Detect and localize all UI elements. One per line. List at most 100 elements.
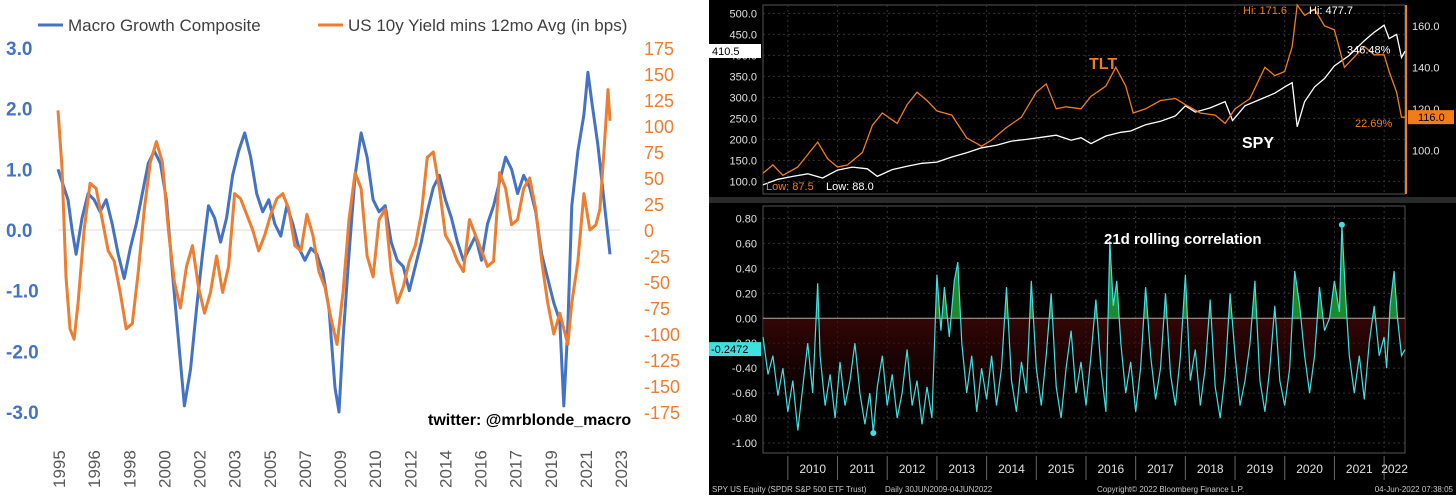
corr-last-tag <box>709 342 761 357</box>
x-tick: 2010 <box>366 450 385 488</box>
x-tick: 2007 <box>296 450 315 488</box>
correlation-line <box>762 224 1406 434</box>
y-left-tick: 3.0 <box>6 39 32 60</box>
panel-separator <box>709 197 1456 203</box>
y-right-tick: -150 <box>644 377 680 397</box>
x-tick: 2002 <box>191 450 210 488</box>
tlt-last-tag <box>1408 110 1454 125</box>
x-label: 2014 <box>998 462 1025 476</box>
x-label: 2017 <box>1147 462 1174 476</box>
spy-tlt-bloomberg-chart: 500.0450.0400.0350.0300.0250.0200.0150.0… <box>709 0 1456 495</box>
y-right-tick: 150 <box>644 65 674 85</box>
x-label: 2022 <box>1381 462 1408 476</box>
x-tick: 2023 <box>612 450 631 488</box>
bottom-tick: 0.60 <box>736 238 757 250</box>
x-tick: 2003 <box>226 450 245 488</box>
x-tick: 2017 <box>507 450 526 488</box>
y-right-tick: 175 <box>644 39 674 59</box>
x-tick: 2021 <box>577 450 596 488</box>
bottom-tick: -0.40 <box>732 363 757 375</box>
tlt-hi-label: Hi: 171.6 <box>1243 5 1287 17</box>
tlt-last-value: 116.0 <box>1418 112 1445 124</box>
x-tick: 2005 <box>261 450 280 488</box>
x-tick: 1996 <box>85 450 104 488</box>
y-right-tick: 100 <box>644 117 674 137</box>
bottom-tick: -0.60 <box>732 388 757 400</box>
y-right-tick: 0 <box>644 221 654 241</box>
x-axis-band <box>709 456 1456 482</box>
legend-label: US 10y Yield mins 12mo Avg (in bps) <box>348 16 627 35</box>
x-label: 2019 <box>1247 462 1274 476</box>
y-left-tick: -2.0 <box>6 342 39 363</box>
legend-label: Macro Growth Composite <box>68 16 261 35</box>
macro-vs-yield-chart: Macro Growth Composite US 10y Yield mins … <box>0 0 705 495</box>
top-left-tick: 250.0 <box>729 113 757 125</box>
top-left-tick: 150.0 <box>729 155 757 167</box>
y-right-tick: -125 <box>644 351 680 371</box>
spy-pct-label: 346.48% <box>1347 44 1391 56</box>
y-left-tick: 2.0 <box>6 100 32 121</box>
bottom-tick: -0.80 <box>732 413 757 425</box>
x-label: 2018 <box>1197 462 1224 476</box>
x-tick: 2019 <box>542 450 561 488</box>
top-plot-frame <box>762 4 1406 195</box>
x-tick: 1995 <box>50 450 69 488</box>
y-right-tick: -75 <box>644 299 670 319</box>
macro-vs-yield-svg: Macro Growth Composite US 10y Yield mins … <box>6 16 680 488</box>
negative-area <box>763 318 1405 433</box>
bottom-tick: 0.20 <box>736 288 757 300</box>
bottom-tick: 0.80 <box>736 213 757 225</box>
x-tick: 2000 <box>155 450 174 488</box>
spy-line <box>762 24 1406 186</box>
x-label: 2012 <box>899 462 926 476</box>
y-left-tick: -3.0 <box>6 403 39 424</box>
y-right-tick: -25 <box>644 247 670 267</box>
x-tick: 2016 <box>472 450 491 488</box>
top-right-tick: 140.0 <box>1412 62 1440 74</box>
bottom-tick: 0.00 <box>736 313 757 325</box>
y-left-tick: 1.0 <box>6 160 32 181</box>
tlt-annotation: TLT <box>1089 56 1117 73</box>
x-label: 2011 <box>849 462 875 476</box>
tlt-low-label: Low: 87.5 <box>766 181 814 193</box>
x-label: 2020 <box>1296 462 1323 476</box>
top-left-tick: 350.0 <box>729 71 757 83</box>
top-right-tick: 160.0 <box>1412 21 1440 33</box>
corr-min-marker <box>870 430 877 437</box>
bottom-tick: 0.40 <box>736 263 757 275</box>
y-right-tick: 75 <box>644 143 664 163</box>
top-right-tick: 100.0 <box>1412 145 1440 157</box>
footer-period: Daily 30JUN2009-04JUN2022 <box>885 485 993 494</box>
x-tick: 2014 <box>436 450 455 488</box>
top-left-tick: 100.0 <box>729 176 757 188</box>
spy-hi-label: Hi: 477.7 <box>1309 5 1353 17</box>
top-left-tick: 450.0 <box>729 29 757 41</box>
yield-line <box>56 88 612 346</box>
spy-annotation: SPY <box>1242 135 1274 152</box>
spy-last-value: 410.5 <box>712 46 740 58</box>
correlation-annotation: 21d rolling correlation <box>1104 231 1262 248</box>
spy-tlt-svg: 500.0450.0400.0350.0300.0250.0200.0150.0… <box>709 3 1456 495</box>
footer-bar <box>709 482 1456 495</box>
x-tick: 1998 <box>120 450 139 488</box>
footer-copyright: Copyright© 2022 Bloomberg Finance L.P. <box>1097 485 1244 494</box>
top-left-tick: 500.0 <box>729 8 757 20</box>
x-label: 2021 <box>1346 462 1373 476</box>
top-left-tick: 200.0 <box>729 134 757 146</box>
corr-max-marker <box>1338 221 1345 228</box>
bottom-tick: -1.00 <box>732 438 757 450</box>
spy-last-tag <box>709 43 761 58</box>
x-label: 2010 <box>799 462 826 476</box>
y-left-tick: 0.0 <box>6 221 32 242</box>
x-label: 2013 <box>948 462 975 476</box>
watermark: twitter: @mrblonde_macro <box>428 412 631 429</box>
x-label: 2015 <box>1048 462 1075 476</box>
corr-last-value: -0.2472 <box>711 344 748 356</box>
tlt-pct-label: 22.69% <box>1355 118 1393 130</box>
footer-timestamp: 04-Jun-2022 07:38:05 <box>1375 485 1454 494</box>
x-label: 2016 <box>1097 462 1124 476</box>
y-right-tick: -100 <box>644 325 680 345</box>
y-right-tick: 25 <box>644 195 664 215</box>
y-left-tick: -1.0 <box>6 282 39 303</box>
spy-low-label: Low: 88.0 <box>826 181 874 193</box>
